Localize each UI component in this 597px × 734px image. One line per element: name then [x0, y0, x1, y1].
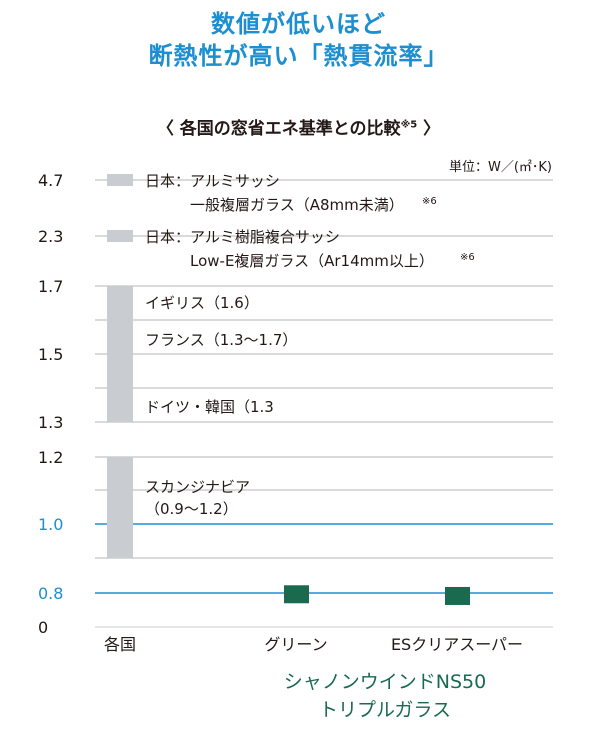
y-tick-label: 4.7 — [38, 171, 63, 190]
range-note: ※6 — [422, 196, 437, 207]
brand-line-1: シャノンウインドNS50 — [283, 671, 487, 693]
brand-line-2: トリプルガラス — [318, 699, 452, 721]
range-note: ※6 — [460, 252, 475, 263]
range-label: ドイツ・韓国（1.3 — [145, 398, 274, 416]
range-bar-europe — [107, 286, 133, 422]
product-bar — [445, 586, 470, 605]
range-label: スカンジナビア — [145, 478, 250, 496]
y-tick-label: 1.7 — [38, 277, 63, 296]
range-label: 日本：アルミ樹脂複合サッシ — [145, 228, 340, 246]
range-bar-japan-composite — [107, 230, 133, 242]
headline-line-2: 断熱性が高い「熱貫流率」 — [148, 42, 449, 70]
range-label: Low-E複層ガラス（Ar14mm以上） — [190, 252, 434, 270]
range-label: 日本：アルミサッシ — [145, 172, 280, 190]
product-bar — [284, 585, 309, 604]
chart-title-close: 〉 — [417, 119, 441, 139]
x-category-label: ESクリアスーパー — [391, 635, 523, 654]
range-label: イギリス（1.6） — [145, 294, 259, 312]
y-tick-label: 2.3 — [38, 227, 63, 246]
range-bar-scandinavia — [107, 457, 133, 558]
headline-line-1: 数値が低いほど — [211, 10, 386, 38]
x-category-label: 各国 — [104, 635, 136, 654]
chart-title-text: 〈 各国の窓省エネ基準との比較 — [156, 119, 401, 139]
chart-title-note: ※5 — [400, 119, 418, 131]
y-tick-label: 0.8 — [38, 584, 63, 603]
range-label: フランス（1.3〜1.7） — [145, 331, 297, 349]
y-tick-label: 1.2 — [38, 448, 63, 467]
range-label: 一般複層ガラス（A8mm未満） — [190, 196, 404, 214]
y-tick-label: 1.0 — [38, 515, 63, 534]
x-category-label: グリーン — [264, 635, 327, 654]
range-bar-japan-aluminum — [107, 174, 133, 186]
y-tick-label: 1.3 — [38, 413, 63, 432]
y-tick-label: 0 — [38, 618, 48, 637]
y-tick-label: 1.5 — [38, 345, 63, 364]
unit-label: 単位：W／(㎡･K) — [449, 159, 552, 175]
range-label: （0.9〜1.2） — [145, 500, 238, 518]
chart-title: 〈 各国の窓省エネ基準との比較※5 〉 — [0, 114, 597, 139]
